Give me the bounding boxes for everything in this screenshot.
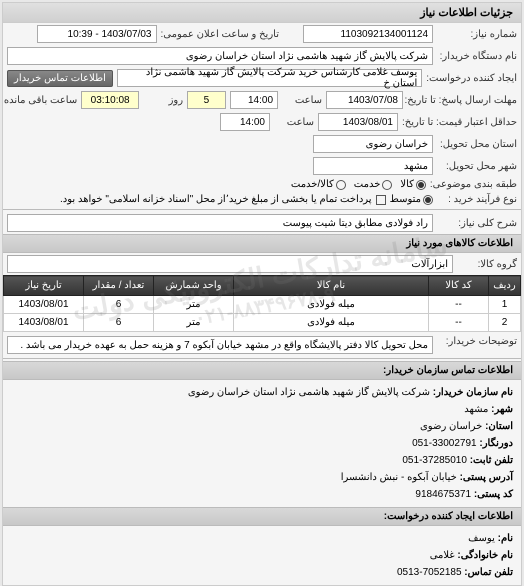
org-value: شرکت پالایش گاز شهید هاشمی نژاد استان خر… (188, 387, 430, 398)
device-field: شرکت پالایش گاز شهید هاشمی نژاد استان خر… (7, 47, 433, 65)
group-field: ابزارآلات (7, 255, 453, 273)
zip-label: کد پستی: (474, 489, 513, 500)
group-label: گروه کالا: (457, 259, 517, 270)
creator-info: نام: یوسف نام خانوادگی: غلامی تلفن تماس:… (3, 526, 521, 585)
time-label-2: ساعت (274, 117, 314, 128)
reply-date-field: 1403/07/08 (326, 91, 403, 109)
th-name: نام کالا (234, 276, 429, 296)
day-label: روز (143, 95, 183, 106)
phone-value: 37285010-051 (402, 455, 467, 466)
main-panel: جزئیات اطلاعات نیاز شماره نیاز: 11030921… (2, 2, 522, 586)
contact-province-value: خراسان رضوی (420, 421, 482, 432)
radio-goods-service[interactable]: کالا/خدمت (291, 179, 346, 190)
creator-label: ایجاد کننده درخواست: (426, 73, 517, 84)
radio-icon (416, 180, 426, 190)
radio-icon (423, 195, 433, 205)
province-label: استان محل تحویل: (437, 139, 517, 150)
device-label: نام دستگاه خریدار: (437, 51, 517, 62)
classification-label: طبقه بندی موضوعی: (430, 179, 517, 190)
contact-city-value: مشهد (464, 404, 488, 415)
postal-value: خیابان آبکوه - نبش دانشسرا (341, 472, 457, 483)
time-label-1: ساعت (282, 95, 322, 106)
th-row: ردیف (489, 276, 521, 296)
creator-lname-value: غلامی (430, 550, 455, 561)
contact-city-label: شهر: (491, 404, 513, 415)
reply-time-field: 14:00 (230, 91, 278, 109)
days-field: 5 (187, 91, 226, 109)
summary-label: شرح کلی نیاز: (437, 218, 517, 229)
purchase-label: نوع فرآیند خرید : (437, 194, 517, 205)
creator-name-value: یوسف (468, 533, 495, 544)
province-field: خراسان رضوی (313, 135, 433, 153)
items-table: ردیف کد کالا نام کالا واحد شمارش تعداد /… (3, 275, 521, 332)
fax-label: دورنگار: (479, 438, 513, 449)
reqno-field: 1103092134001124 (303, 25, 433, 43)
radio-icon (382, 180, 392, 190)
creator-section-title: اطلاعات ایجاد کننده درخواست: (3, 507, 521, 526)
phone-label: تلفن ثابت: (470, 455, 513, 466)
validity-date-field: 1403/08/01 (318, 113, 398, 131)
creator-field: یوسف غلامی کارشناس خرید شرکت پالایش گاز … (117, 69, 422, 87)
purchase-note: پرداخت تمام یا بخشی از مبلغ خرید٬از محل … (60, 194, 372, 205)
buyer-note-label: توضیحات خریدار: (437, 336, 517, 347)
city-field: مشهد (313, 157, 433, 175)
remain-field: 03:10:08 (81, 91, 139, 109)
postal-label: آدرس پستی: (460, 472, 513, 483)
creator-lname-label: نام خانوادگی: (457, 550, 513, 561)
radio-icon (336, 180, 346, 190)
th-code: کد کالا (429, 276, 489, 296)
purchase-radios: متوسط (390, 194, 433, 205)
fax-value: 33002791-051 (412, 438, 477, 449)
radio-medium[interactable]: متوسط (390, 194, 433, 205)
radio-goods[interactable]: کالا (400, 179, 426, 190)
classification-radios: کالا خدمت کالا/خدمت (291, 179, 426, 190)
th-qty: تعداد / مقدار (84, 276, 154, 296)
announce-field: 1403/07/03 - 10:39 (37, 25, 157, 43)
zip-value: 9184675371 (415, 489, 471, 500)
th-unit: واحد شمارش (154, 276, 234, 296)
table-row: 1 -- میله فولادی متر 6 1403/08/01 (4, 296, 521, 314)
contact-info: نام سازمان خریدار: شرکت پالایش گاز شهید … (3, 380, 521, 507)
validity-time-field: 14:00 (220, 113, 270, 131)
org-label: نام سازمان خریدار: (433, 387, 513, 398)
table-header-row: ردیف کد کالا نام کالا واحد شمارش تعداد /… (4, 276, 521, 296)
city-label: شهر محل تحویل: (437, 161, 517, 172)
reqno-label: شماره نیاز: (437, 29, 517, 40)
checkbox-treasury[interactable] (376, 195, 386, 205)
creator-name-label: نام: (498, 533, 513, 544)
announce-label: تاریخ و ساعت اعلان عمومی: (161, 29, 280, 40)
radio-service[interactable]: خدمت (354, 179, 393, 190)
items-section-title: اطلاعات کالاهای مورد نیاز (3, 234, 521, 253)
table-body: 1 -- میله فولادی متر 6 1403/08/01 2 -- م… (4, 296, 521, 332)
validity-label: حداقل اعتبار قیمت: تا تاریخ: (402, 117, 517, 128)
remain-label: ساعت باقی مانده (7, 95, 77, 106)
contact-button[interactable]: اطلاعات تماس خریدار (7, 70, 113, 87)
table-row: 2 -- میله فولادی متر 6 1403/08/01 (4, 314, 521, 332)
contact-province-label: استان: (485, 421, 513, 432)
creator-phone-value: 7052185-0513 (397, 567, 462, 578)
panel-title: جزئیات اطلاعات نیاز (3, 3, 521, 23)
buyer-note-field: محل تحویل کالا دفتر پالایشگاه واقع در مش… (7, 336, 433, 354)
creator-phone-label: تلفن تماس: (464, 567, 513, 578)
th-date: تاریخ نیاز (4, 276, 84, 296)
summary-field: راد فولادی مطابق دیتا شیت پیوست (7, 214, 433, 232)
reply-deadline-label: مهلت ارسال پاسخ: تا تاریخ: (407, 95, 517, 106)
contact-section-title: اطلاعات تماس سازمان خریدار: (3, 361, 521, 380)
